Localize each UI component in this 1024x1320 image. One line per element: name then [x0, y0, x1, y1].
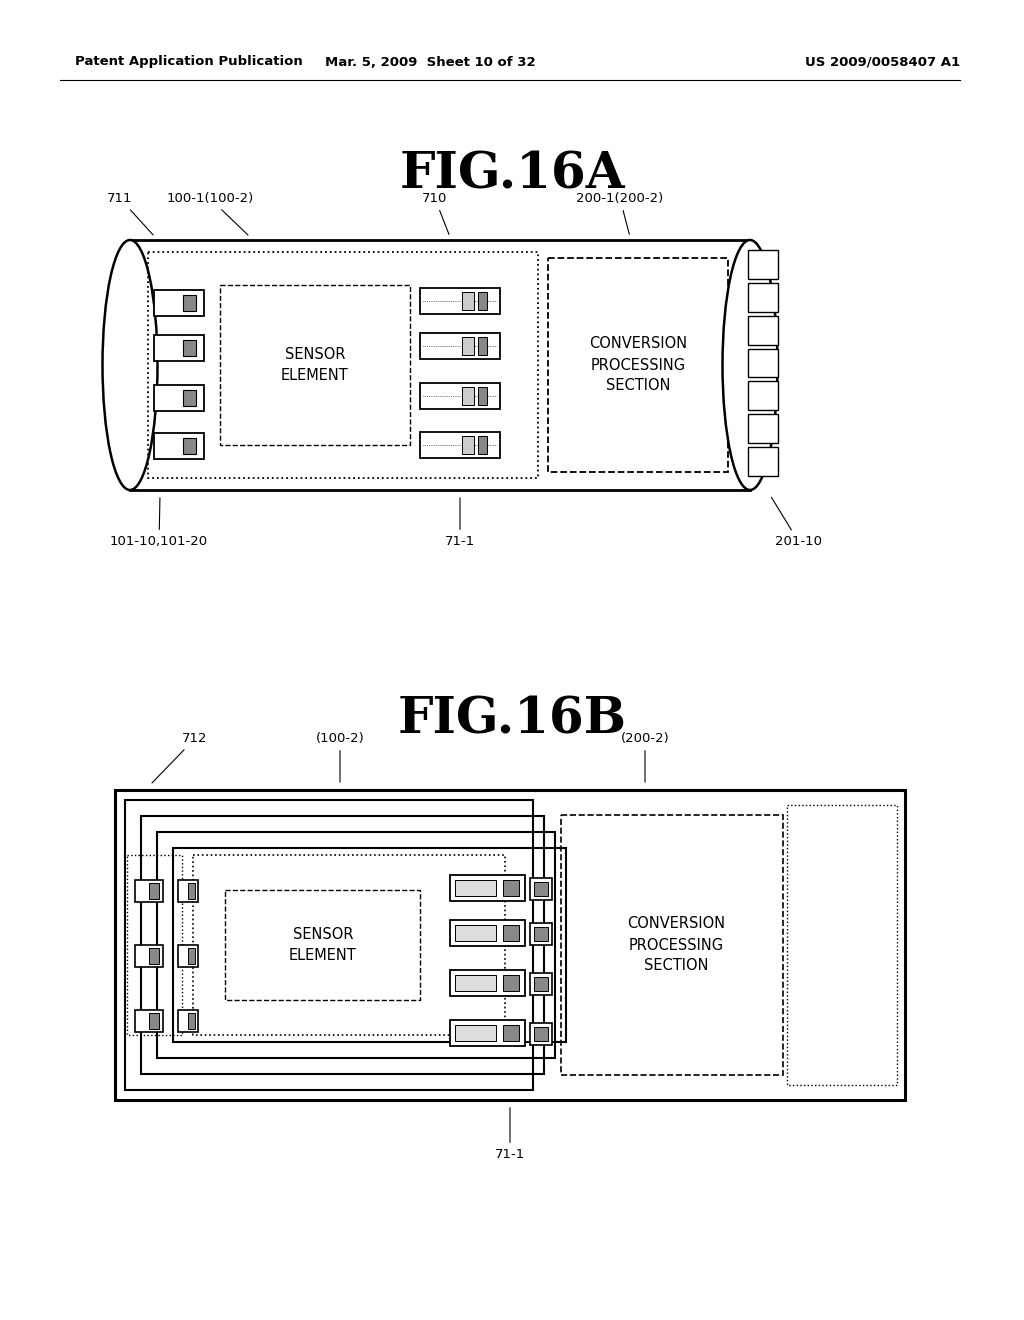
- Bar: [188, 948, 195, 964]
- Bar: [193, 855, 505, 1035]
- Bar: [535, 882, 548, 895]
- Bar: [420, 383, 500, 409]
- Bar: [455, 1026, 497, 1040]
- Bar: [530, 973, 552, 995]
- Bar: [503, 925, 519, 941]
- Text: 101-10,101-20: 101-10,101-20: [110, 498, 208, 548]
- Bar: [178, 880, 198, 902]
- Text: FIG.16A: FIG.16A: [399, 150, 625, 199]
- Bar: [477, 337, 487, 355]
- Bar: [154, 335, 204, 360]
- Bar: [148, 252, 538, 478]
- Text: 71-1: 71-1: [495, 1107, 525, 1162]
- Bar: [748, 282, 778, 312]
- Bar: [450, 970, 525, 997]
- Bar: [503, 975, 519, 991]
- Bar: [455, 880, 497, 896]
- Bar: [530, 1023, 552, 1045]
- Bar: [477, 387, 487, 405]
- Bar: [157, 832, 555, 1059]
- Bar: [135, 1010, 163, 1032]
- Bar: [188, 1014, 195, 1028]
- Bar: [135, 880, 163, 902]
- Bar: [450, 1020, 525, 1045]
- Text: 100-1(100-2): 100-1(100-2): [166, 191, 254, 235]
- Bar: [462, 387, 473, 405]
- Bar: [530, 878, 552, 900]
- Bar: [183, 438, 196, 454]
- Bar: [748, 447, 778, 477]
- Text: 710: 710: [422, 191, 449, 235]
- Bar: [455, 925, 497, 941]
- Bar: [420, 333, 500, 359]
- Bar: [420, 432, 500, 458]
- Bar: [462, 436, 473, 454]
- Ellipse shape: [723, 240, 777, 490]
- Text: 711: 711: [108, 191, 154, 235]
- Bar: [503, 880, 519, 896]
- Bar: [450, 920, 525, 946]
- Bar: [183, 391, 196, 405]
- Text: SENSOR
ELEMENT: SENSOR ELEMENT: [289, 927, 357, 964]
- Bar: [748, 348, 778, 378]
- Bar: [154, 385, 204, 411]
- Bar: [188, 883, 195, 899]
- Text: FIG.16B: FIG.16B: [397, 696, 627, 744]
- Text: (100-2): (100-2): [315, 733, 365, 783]
- Text: Mar. 5, 2009  Sheet 10 of 32: Mar. 5, 2009 Sheet 10 of 32: [325, 55, 536, 69]
- Bar: [183, 341, 196, 356]
- Text: Patent Application Publication: Patent Application Publication: [75, 55, 303, 69]
- Bar: [748, 381, 778, 411]
- Text: (200-2): (200-2): [621, 733, 670, 783]
- Bar: [748, 414, 778, 444]
- Bar: [535, 928, 548, 941]
- Text: CONVERSION
PROCESSING
SECTION: CONVERSION PROCESSING SECTION: [627, 916, 725, 974]
- Ellipse shape: [102, 240, 158, 490]
- Bar: [786, 805, 897, 1085]
- Text: 712: 712: [152, 733, 208, 783]
- Text: US 2009/0058407 A1: US 2009/0058407 A1: [805, 55, 961, 69]
- Bar: [178, 945, 198, 968]
- Text: 200-1(200-2): 200-1(200-2): [577, 191, 664, 235]
- Bar: [548, 257, 728, 473]
- Bar: [130, 240, 750, 490]
- Bar: [450, 875, 525, 902]
- Bar: [141, 816, 544, 1074]
- Bar: [748, 249, 778, 279]
- Bar: [154, 433, 204, 459]
- Bar: [183, 296, 196, 310]
- Bar: [748, 315, 778, 345]
- Bar: [535, 1027, 548, 1040]
- Bar: [220, 285, 410, 445]
- Bar: [420, 288, 500, 314]
- Bar: [178, 1010, 198, 1032]
- Bar: [530, 923, 552, 945]
- Bar: [135, 945, 163, 968]
- Bar: [462, 337, 473, 355]
- Text: 71-1: 71-1: [444, 498, 475, 548]
- Text: CONVERSION
PROCESSING
SECTION: CONVERSION PROCESSING SECTION: [589, 337, 687, 393]
- Bar: [225, 890, 420, 1001]
- Bar: [154, 290, 204, 315]
- Bar: [150, 883, 159, 899]
- Bar: [115, 789, 905, 1100]
- Bar: [125, 800, 532, 1090]
- Bar: [535, 977, 548, 990]
- Bar: [455, 975, 497, 991]
- Bar: [127, 855, 182, 1035]
- Bar: [150, 1014, 159, 1028]
- Bar: [173, 847, 566, 1041]
- Bar: [150, 948, 159, 964]
- Bar: [477, 436, 487, 454]
- Text: SENSOR
ELEMENT: SENSOR ELEMENT: [282, 347, 349, 383]
- Bar: [477, 292, 487, 310]
- Bar: [462, 292, 473, 310]
- Text: 201-10: 201-10: [771, 498, 822, 548]
- Bar: [503, 1026, 519, 1040]
- Bar: [561, 814, 782, 1074]
